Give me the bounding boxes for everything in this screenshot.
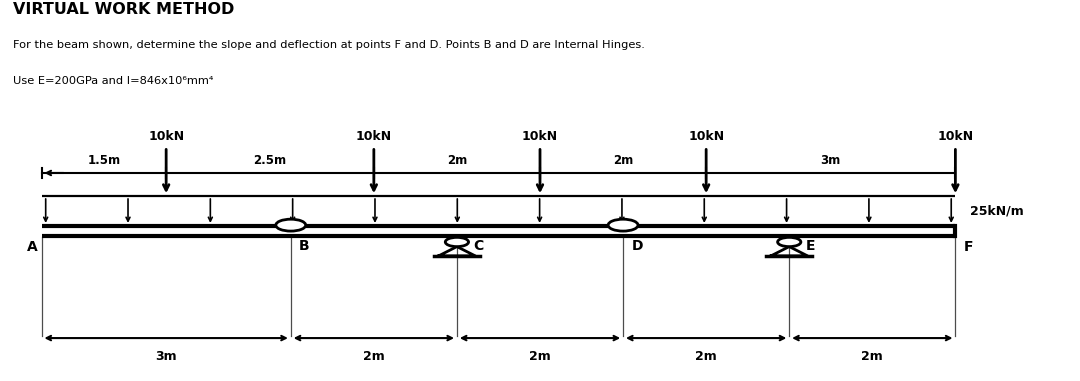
Text: 2m: 2m bbox=[363, 350, 384, 363]
Text: 10kN: 10kN bbox=[688, 130, 725, 143]
Text: E: E bbox=[806, 239, 815, 253]
Text: 10kN: 10kN bbox=[355, 130, 392, 143]
Text: 2m: 2m bbox=[529, 350, 551, 363]
Text: 10kN: 10kN bbox=[937, 130, 973, 143]
Circle shape bbox=[275, 219, 306, 231]
Text: 3m: 3m bbox=[821, 154, 841, 167]
Text: Use E=200GPa and I=846x10⁶mm⁴: Use E=200GPa and I=846x10⁶mm⁴ bbox=[13, 76, 214, 86]
Text: B: B bbox=[299, 239, 310, 253]
Text: 2.5m: 2.5m bbox=[254, 154, 286, 167]
Text: 25kN/m: 25kN/m bbox=[970, 205, 1024, 218]
Text: 2m: 2m bbox=[696, 350, 717, 363]
Text: F: F bbox=[963, 240, 973, 254]
Text: 1.5m: 1.5m bbox=[87, 154, 120, 167]
Text: 10kN: 10kN bbox=[522, 130, 558, 143]
Circle shape bbox=[445, 237, 469, 247]
Text: A: A bbox=[27, 240, 38, 254]
Text: VIRTUAL WORK METHOD: VIRTUAL WORK METHOD bbox=[13, 2, 234, 17]
Text: C: C bbox=[473, 239, 484, 253]
Text: 3m: 3m bbox=[156, 350, 177, 363]
Text: 2m: 2m bbox=[862, 350, 883, 363]
Text: 2m: 2m bbox=[447, 154, 467, 167]
Circle shape bbox=[778, 237, 801, 247]
Text: 2m: 2m bbox=[613, 154, 633, 167]
Circle shape bbox=[608, 219, 638, 231]
Text: 10kN: 10kN bbox=[148, 130, 185, 143]
Text: D: D bbox=[632, 239, 643, 253]
Text: For the beam shown, determine the slope and deflection at points F and D. Points: For the beam shown, determine the slope … bbox=[13, 40, 645, 50]
